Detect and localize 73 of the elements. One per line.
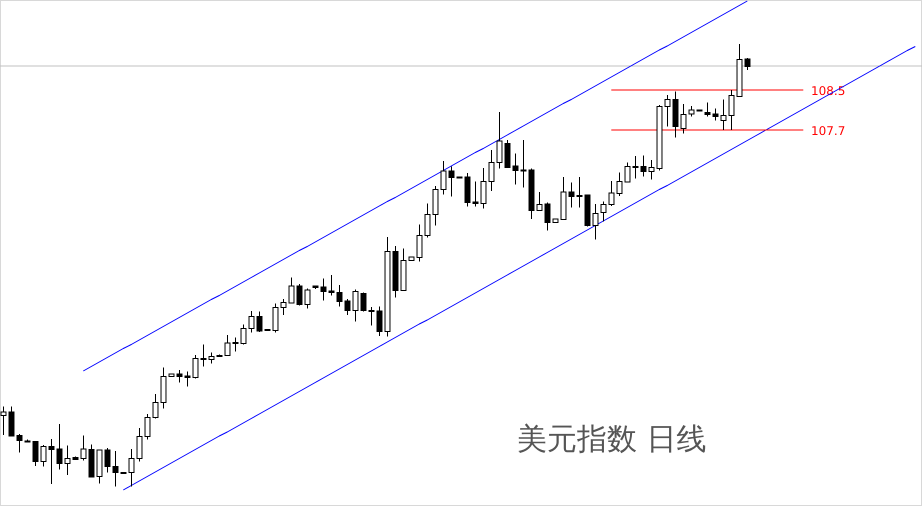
candlestick bbox=[728, 90, 734, 130]
candlestick bbox=[376, 306, 382, 336]
candlestick bbox=[280, 298, 286, 316]
candlestick bbox=[48, 438, 54, 484]
candlestick bbox=[720, 99, 726, 130]
candlestick bbox=[416, 224, 422, 262]
candlestick bbox=[472, 181, 478, 207]
candlestick bbox=[712, 108, 718, 121]
candlestick bbox=[608, 180, 614, 206]
candlestick bbox=[288, 277, 294, 304]
candlestick bbox=[104, 448, 110, 473]
candlestick bbox=[296, 284, 302, 306]
candlestick bbox=[440, 160, 446, 195]
candlestick bbox=[328, 274, 334, 296]
candlestick bbox=[64, 445, 70, 476]
candlestick bbox=[624, 162, 630, 183]
candlestick bbox=[80, 435, 86, 461]
candlestick bbox=[424, 203, 430, 238]
candlestick bbox=[200, 344, 206, 367]
candlestick bbox=[680, 104, 686, 134]
candlestick bbox=[632, 156, 638, 179]
candlestick bbox=[192, 354, 198, 379]
candlestick bbox=[352, 289, 358, 322]
candlestick bbox=[512, 153, 518, 185]
candlestick bbox=[304, 288, 310, 309]
candlestick bbox=[568, 182, 574, 208]
candlestick bbox=[320, 278, 326, 301]
candlestick bbox=[688, 106, 694, 117]
candlestick bbox=[368, 306, 374, 326]
candlestick bbox=[8, 406, 14, 437]
candlestick bbox=[664, 94, 670, 127]
candlestick bbox=[128, 448, 134, 487]
candlestick bbox=[576, 176, 582, 208]
candlestick bbox=[448, 166, 454, 197]
candlestick bbox=[600, 201, 606, 222]
candlestick bbox=[648, 160, 654, 180]
candlestick bbox=[744, 58, 750, 70]
candlestick bbox=[520, 140, 526, 188]
candlestick bbox=[536, 192, 542, 212]
candlestick bbox=[40, 444, 46, 467]
candlestick bbox=[336, 284, 342, 307]
candlestick bbox=[344, 298, 350, 316]
candlestick bbox=[616, 172, 622, 196]
candlestick bbox=[224, 334, 230, 356]
candlestick bbox=[56, 424, 62, 470]
line-series bbox=[122, 46, 916, 490]
candlestick bbox=[184, 371, 190, 387]
candlestick bbox=[208, 352, 214, 364]
candlestick bbox=[504, 140, 510, 168]
candlestick bbox=[16, 434, 22, 453]
candlestick bbox=[592, 204, 598, 240]
candlestick bbox=[488, 150, 494, 192]
candlestick bbox=[112, 450, 118, 487]
candlestick bbox=[240, 324, 246, 345]
candlestick bbox=[32, 440, 38, 466]
candlestick bbox=[704, 102, 710, 117]
candlestick bbox=[640, 155, 646, 177]
text: 美元指数 日线 bbox=[517, 422, 707, 457]
y-tick-label: 107.7 bbox=[811, 124, 846, 138]
candlestick bbox=[144, 414, 150, 440]
candlestick bbox=[256, 311, 262, 332]
line-series bbox=[82, 0, 748, 372]
candlestick bbox=[136, 428, 142, 462]
candlestick bbox=[0, 406, 6, 436]
candlestick bbox=[360, 292, 366, 312]
candlestick bbox=[232, 337, 238, 352]
candlestick bbox=[272, 303, 278, 333]
candlestick bbox=[248, 310, 254, 333]
candlestick bbox=[496, 112, 502, 169]
candlestick bbox=[544, 202, 550, 231]
candlestick bbox=[480, 168, 486, 209]
candlestick bbox=[176, 370, 182, 383]
candlestick bbox=[152, 394, 158, 419]
